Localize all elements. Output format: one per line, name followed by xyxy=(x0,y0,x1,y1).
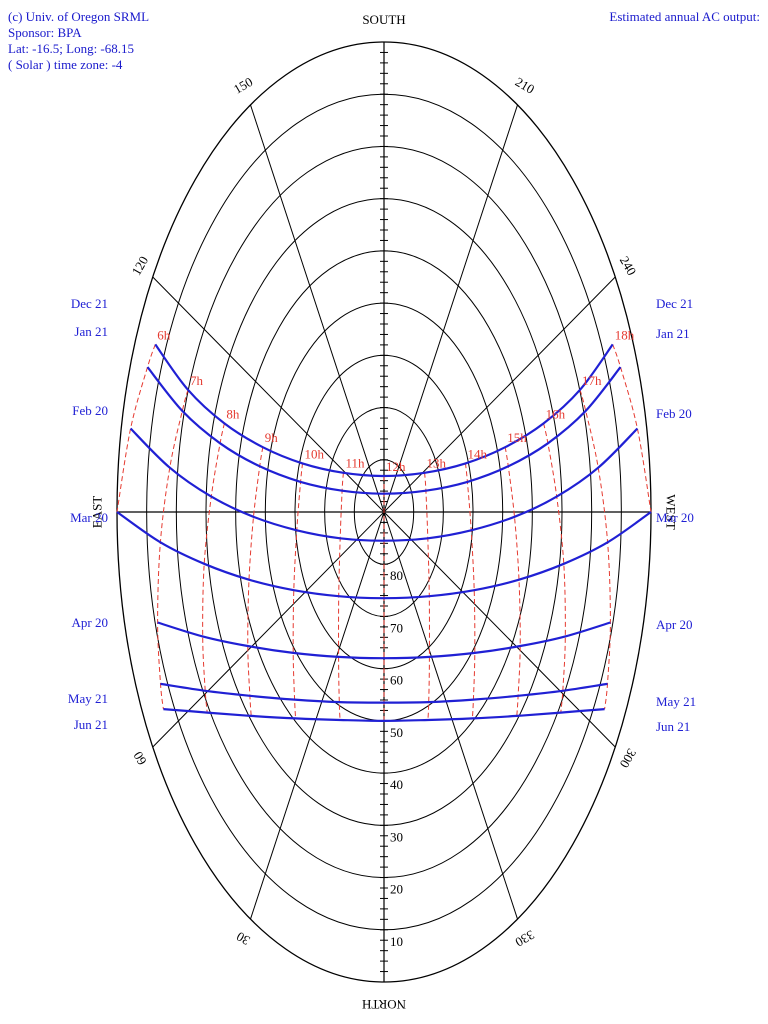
date-label: Mar 20 xyxy=(656,510,694,525)
date-curve xyxy=(116,511,652,600)
hour-label: 18h xyxy=(615,327,635,342)
header-line: ( Solar ) time zone: -4 xyxy=(8,57,123,72)
azimuth-label: 210 xyxy=(513,74,537,97)
altitude-label: 30 xyxy=(390,829,403,844)
date-curve xyxy=(157,621,611,660)
hour-label: 8h xyxy=(226,406,240,421)
azimuth-line xyxy=(152,511,385,748)
hour-label: 15h xyxy=(507,430,527,445)
date-curve xyxy=(154,343,614,478)
altitude-label: 80 xyxy=(390,568,403,583)
azimuth-line xyxy=(383,511,518,920)
hour-label: 16h xyxy=(546,406,566,421)
date-label: Apr 20 xyxy=(656,617,692,632)
altitude-label: 50 xyxy=(390,725,403,740)
date-label: Jun 21 xyxy=(74,717,108,732)
header-line: Lat: -16.5; Long: -68.15 xyxy=(8,41,134,56)
hour-label: 13h xyxy=(427,456,447,471)
date-curve xyxy=(163,708,605,723)
hour-line xyxy=(116,344,156,513)
cardinal-label: WEST xyxy=(664,494,679,529)
azimuth-label: 330 xyxy=(513,927,537,950)
azimuth-line xyxy=(250,104,385,513)
hour-label: 17h xyxy=(582,373,602,388)
date-label: Dec 21 xyxy=(71,296,108,311)
hour-label: 12h xyxy=(386,459,406,474)
date-label: Apr 20 xyxy=(72,615,108,630)
altitude-label: 70 xyxy=(390,620,403,635)
date-curve xyxy=(129,427,639,542)
altitude-label: 20 xyxy=(390,882,403,897)
date-label: Dec 21 xyxy=(656,296,693,311)
hour-label: 14h xyxy=(467,446,487,461)
azimuth-label: 30 xyxy=(234,929,253,948)
hour-label: 9h xyxy=(265,430,279,445)
date-label: Feb 20 xyxy=(72,403,108,418)
altitude-label: 40 xyxy=(390,777,403,792)
azimuth-line xyxy=(383,104,518,513)
azimuth-label: 240 xyxy=(617,253,640,277)
cardinal-label: SOUTH xyxy=(362,12,405,27)
azimuth-line xyxy=(383,511,616,748)
cardinal-label: NORTH xyxy=(362,997,406,1012)
header-right: Estimated annual AC output: xyxy=(609,9,760,24)
azimuth-line xyxy=(250,511,385,920)
date-label: Mar 20 xyxy=(70,510,108,525)
date-label: Feb 20 xyxy=(656,406,692,421)
azimuth-label: 150 xyxy=(231,74,255,97)
azimuth-label: 60 xyxy=(130,749,149,768)
date-label: May 21 xyxy=(68,691,108,706)
hour-line xyxy=(612,344,652,513)
header-line: Sponsor: BPA xyxy=(8,25,82,40)
altitude-label: 60 xyxy=(390,673,403,688)
hour-label: 10h xyxy=(305,446,325,461)
date-label: Jan 21 xyxy=(656,326,690,341)
cardinal-label: EAST xyxy=(89,496,104,529)
date-label: Jun 21 xyxy=(656,719,690,734)
date-curve xyxy=(146,366,622,495)
azimuth-label: 300 xyxy=(617,746,640,770)
hour-label: 7h xyxy=(190,373,204,388)
hour-label: 11h xyxy=(345,456,365,471)
date-label: May 21 xyxy=(656,694,696,709)
altitude-label: 10 xyxy=(390,934,403,949)
date-label: Jan 21 xyxy=(74,324,108,339)
date-curve xyxy=(160,682,608,704)
hour-label: 6h xyxy=(157,327,171,342)
header-line: (c) Univ. of Oregon SRML xyxy=(8,9,149,24)
azimuth-label: 120 xyxy=(129,253,152,277)
